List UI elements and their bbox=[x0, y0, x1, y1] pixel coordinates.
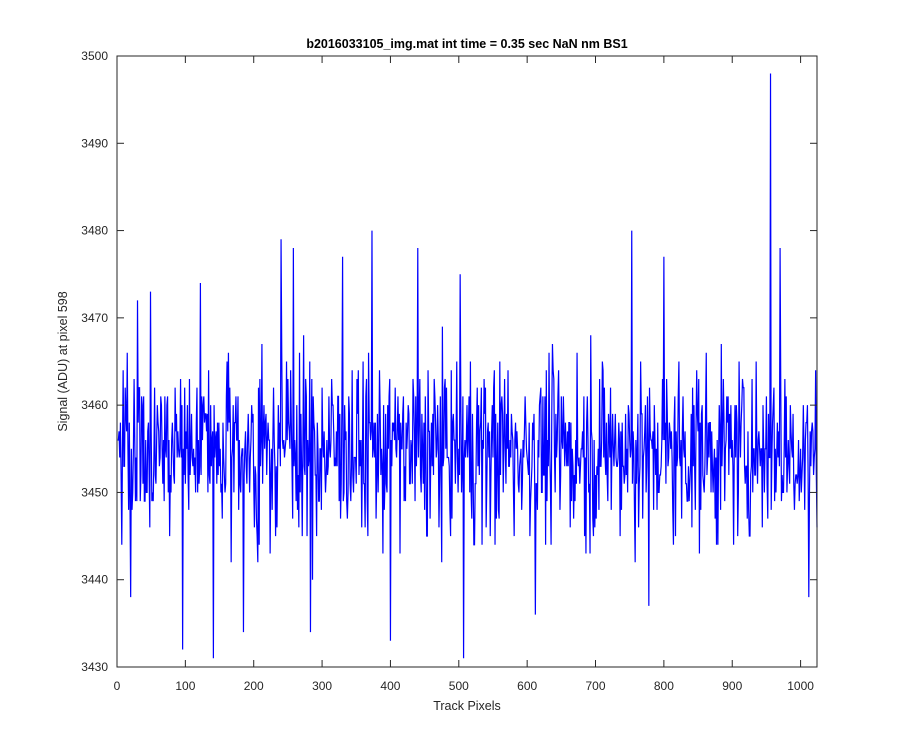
plot-frame bbox=[116, 55, 818, 668]
plot-layer bbox=[117, 73, 818, 659]
x-tick-label: 700 bbox=[586, 679, 606, 693]
y-axis-label: Signal (ADU) at pixel 598 bbox=[56, 291, 70, 431]
y-tick-label: 3480 bbox=[81, 224, 108, 238]
y-tick-label: 3430 bbox=[81, 660, 108, 674]
y-tick-label: 3440 bbox=[81, 573, 108, 587]
x-tick-label: 600 bbox=[517, 679, 537, 693]
chart-title: b2016033105_img.mat int time = 0.35 sec … bbox=[306, 37, 627, 51]
ticks-layer: 0 100 200 300 400 500 600 700 800 900 1000 3430 3440… bbox=[81, 49, 817, 693]
x-tick-label: 200 bbox=[244, 679, 264, 693]
x-axis-label: Track Pixels bbox=[433, 699, 501, 713]
y-tick-label: 3490 bbox=[81, 136, 108, 150]
y-tick-label: 3500 bbox=[81, 49, 108, 63]
x-tick-label: 500 bbox=[449, 679, 469, 693]
x-tick-label: 800 bbox=[654, 679, 674, 693]
x-tick-label: 300 bbox=[312, 679, 332, 693]
y-tick-label: 3460 bbox=[81, 398, 108, 412]
signal-series-line bbox=[117, 73, 818, 659]
y-tick-label: 3450 bbox=[81, 485, 108, 499]
x-tick-label: 0 bbox=[114, 679, 121, 693]
y-tick-label: 3470 bbox=[81, 311, 108, 325]
x-tick-label: 900 bbox=[722, 679, 742, 693]
x-tick-label: 1000 bbox=[787, 679, 814, 693]
x-tick-label: 100 bbox=[175, 679, 195, 693]
x-tick-label: 400 bbox=[380, 679, 400, 693]
